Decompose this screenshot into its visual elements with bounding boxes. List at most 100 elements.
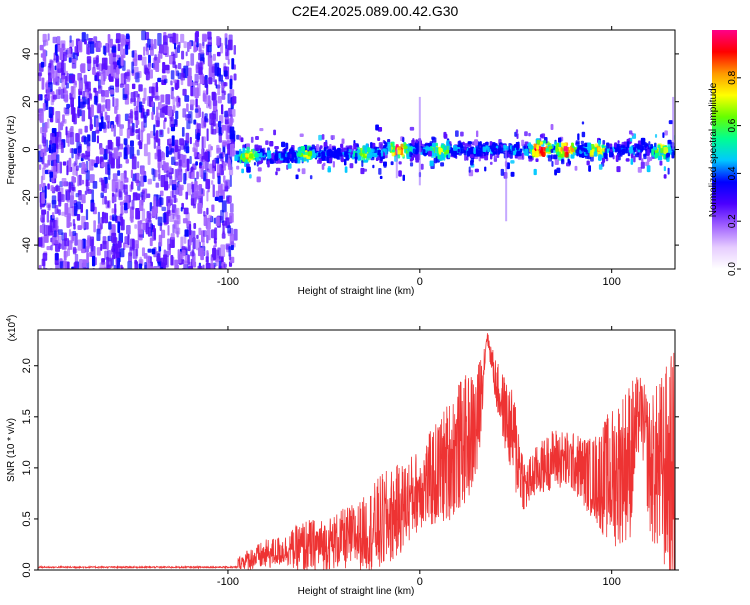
spectrogram-cell <box>78 95 80 108</box>
spectrogram-cell <box>184 229 188 236</box>
spectrogram-cell <box>666 153 670 157</box>
spectrogram-cell <box>631 155 633 159</box>
spectrogram-cell <box>553 154 557 159</box>
spectrogram-cell <box>62 178 67 186</box>
spectrogram-cell <box>384 141 387 145</box>
spectrogram-cell <box>170 148 174 153</box>
spectrogram-cell <box>189 234 191 246</box>
y-tick-label: -40 <box>21 237 33 253</box>
colorbar-tick-label: 0.8 <box>727 70 738 84</box>
spectrogram-cell <box>155 132 157 142</box>
spectrogram-cell <box>50 245 52 251</box>
spectrogram-cell <box>641 158 643 162</box>
spectrogram-cell <box>144 253 148 259</box>
spectrogram-cell <box>110 215 113 220</box>
spectrogram-cell <box>125 45 128 55</box>
spectrogram-cell <box>207 128 209 141</box>
spectrogram-cell <box>599 164 603 170</box>
spectrogram-cell <box>97 247 101 255</box>
y-tick-label: 40 <box>21 48 33 60</box>
spectrogram-cell <box>375 125 379 131</box>
spectrogram-cell <box>112 97 114 107</box>
spectrogram-cell <box>157 33 161 46</box>
spectrogram-cell <box>329 158 332 163</box>
spectrogram-cell <box>138 84 142 91</box>
spectrogram-cell <box>121 55 124 66</box>
spectrogram-cell <box>582 153 585 158</box>
spectrogram-cell <box>187 159 190 172</box>
spectrogram-cell <box>82 91 85 98</box>
spectrogram-cell <box>357 150 360 153</box>
spectrogram-cell <box>116 114 118 124</box>
spectrogram-cell <box>120 202 124 206</box>
colorbar-tick-label: 0.6 <box>727 118 738 132</box>
spectrogram-cell <box>67 73 69 82</box>
spectrogram-cell <box>288 163 292 168</box>
spectrogram-cell <box>172 33 175 44</box>
spectrogram-cell <box>564 152 568 158</box>
spectrogram-cell <box>117 258 120 270</box>
spectrogram-cell <box>380 176 383 179</box>
spectrogram-cell <box>202 251 205 256</box>
spectrogram-cell <box>138 263 142 268</box>
spectrogram-cell <box>74 203 77 216</box>
spectrogram-cell <box>135 120 139 125</box>
spectrogram-cell <box>148 179 152 185</box>
x-tick-label: 100 <box>603 576 621 588</box>
spectrogram-cell <box>621 145 625 148</box>
spectrogram-cell <box>76 165 79 170</box>
spectrogram-cell <box>94 75 97 81</box>
spectrogram-cell <box>228 59 230 65</box>
spectrogram-cell <box>79 83 83 92</box>
spectrogram-cell <box>236 166 239 170</box>
spectrogram-cell <box>186 61 189 66</box>
spectrogram-cell <box>73 224 75 230</box>
spectrogram-cell <box>131 181 133 189</box>
spectrogram-cell <box>80 64 85 72</box>
spectrogram-cell <box>161 258 164 267</box>
spectrogram-cell <box>84 75 87 84</box>
spectrogram-cell <box>199 186 201 196</box>
spectrogram-cell <box>230 144 235 157</box>
spectrogram-cell <box>158 162 160 173</box>
spectrogram-cell <box>213 54 216 61</box>
spectrogram-cell <box>148 152 151 165</box>
spectrogram-cell <box>81 194 85 203</box>
spectrogram-cell <box>115 185 119 197</box>
spectrogram-cell <box>219 134 222 143</box>
snr-y-multiplier: (x104) <box>6 315 18 342</box>
spectrogram-cell <box>204 113 207 122</box>
spectrogram-cell <box>167 106 172 116</box>
spectrogram-cell <box>72 186 75 191</box>
spectrogram-cell <box>587 143 591 148</box>
spectrogram-cell <box>468 141 472 144</box>
spectrogram-cell <box>144 144 148 156</box>
spectrogram-cell <box>100 244 102 251</box>
spectrogram-cell <box>251 137 254 143</box>
spectrogram-cell <box>39 265 42 272</box>
spectrogram-cell <box>206 230 210 241</box>
spectrogram-cell <box>206 208 208 215</box>
spectrogram-cell <box>178 63 181 69</box>
spectrogram-cell <box>107 201 109 208</box>
spectrogram-y-label: Frequency (Hz) <box>6 116 17 185</box>
spectrogram-cell <box>77 176 79 187</box>
spectrogram-cell <box>93 60 96 64</box>
spectrogram-cell <box>198 154 201 158</box>
spectrogram-cell <box>229 196 231 202</box>
spectrogram-cell <box>81 136 84 142</box>
spectrogram-cell <box>245 154 249 158</box>
spectrogram-cell <box>144 262 147 274</box>
spectrogram-cell <box>112 196 115 202</box>
spectrogram-cell <box>398 146 401 150</box>
spectrogram-cell <box>529 144 533 149</box>
spectrogram-cell <box>91 104 94 117</box>
spectrogram-cell <box>96 229 100 241</box>
spectrogram-cell <box>388 145 392 151</box>
spectrogram-cell <box>116 33 121 43</box>
spectrogram-cell <box>131 111 134 119</box>
spectrogram-cell <box>133 192 138 200</box>
spectrogram-cell <box>302 148 304 152</box>
spectrogram-cell <box>638 144 642 148</box>
spectrogram-cell <box>220 210 224 223</box>
